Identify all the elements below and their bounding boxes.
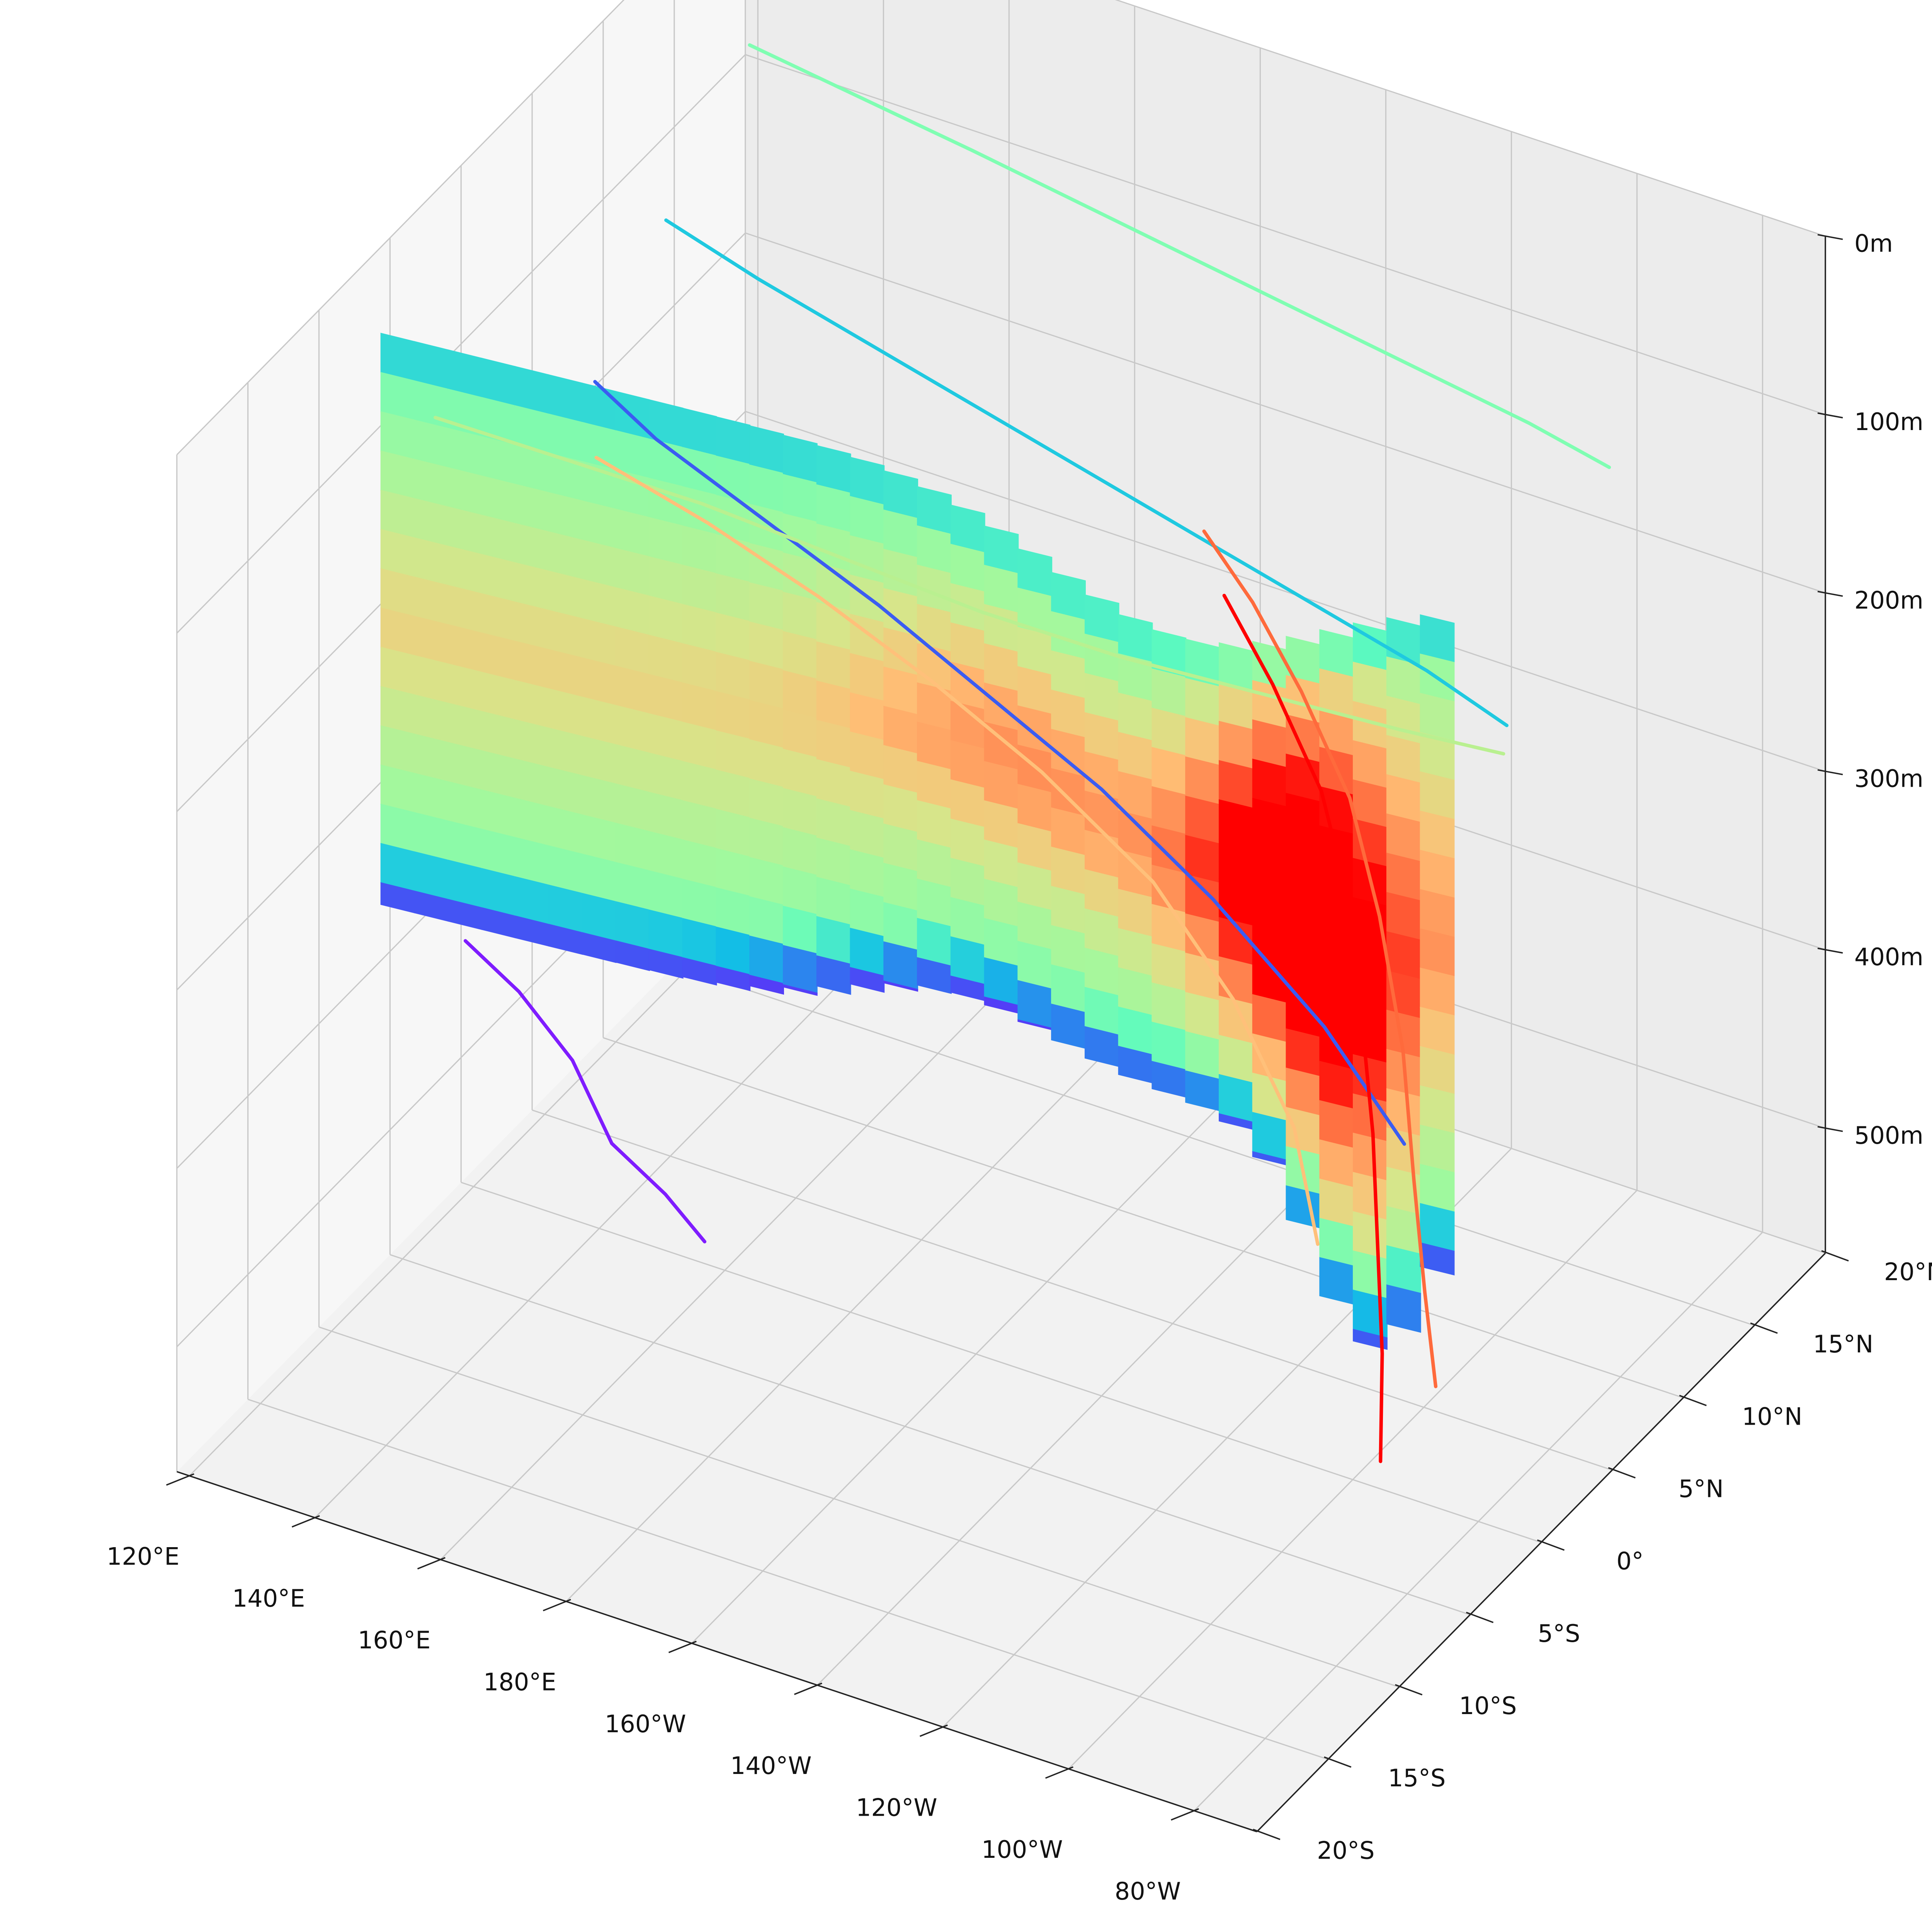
y-tick-label: 5°N bbox=[1679, 1475, 1724, 1503]
y-tick-label: 15°S bbox=[1388, 1764, 1446, 1792]
float-track-6 bbox=[1202, 529, 1438, 1388]
y-tick-label: 20°N bbox=[1884, 1258, 1932, 1286]
x-tick bbox=[1045, 1766, 1074, 1779]
x-tick-label: 180°E bbox=[483, 1668, 556, 1696]
y-tick bbox=[1608, 1467, 1636, 1479]
x-tick bbox=[543, 1599, 571, 1612]
y-tick bbox=[1537, 1539, 1565, 1551]
x-tick-label: 100°W bbox=[981, 1835, 1063, 1864]
y-tick bbox=[1253, 1828, 1281, 1840]
surface-cell bbox=[682, 957, 717, 986]
float-track-5 bbox=[594, 456, 1320, 1246]
y-tick-label: 20°S bbox=[1317, 1836, 1374, 1864]
y-grid-floor bbox=[389, 1254, 1471, 1616]
y-tick bbox=[1750, 1322, 1778, 1334]
z-grid-left bbox=[176, 54, 746, 634]
y-grid-floor bbox=[461, 1182, 1541, 1543]
y-tick bbox=[1395, 1684, 1423, 1696]
x-tick-label: 120°E bbox=[107, 1542, 180, 1570]
y-tick-label: 10°S bbox=[1459, 1692, 1517, 1720]
float-track-0 bbox=[463, 939, 707, 1243]
y-tick bbox=[1679, 1395, 1707, 1406]
surface-cell bbox=[1051, 1003, 1086, 1049]
z-grid-back bbox=[745, 411, 1826, 772]
z-tick bbox=[1817, 769, 1843, 776]
x-tick-label: 160°E bbox=[358, 1626, 431, 1654]
surface-cell bbox=[1386, 1284, 1421, 1333]
float-track-4 bbox=[434, 416, 1505, 756]
x-tick-label: 160°W bbox=[605, 1710, 686, 1738]
surface-cell bbox=[1353, 1329, 1388, 1350]
z-tick-label: 400m bbox=[1854, 943, 1923, 971]
surface-cell bbox=[883, 980, 918, 992]
z-tick-label: 200m bbox=[1854, 586, 1923, 614]
y-grid-floor bbox=[318, 1326, 1400, 1688]
z-tick bbox=[1817, 1126, 1843, 1132]
z-tick bbox=[1817, 412, 1843, 418]
z-tick-label: 300m bbox=[1854, 764, 1923, 793]
y-tick bbox=[1466, 1612, 1494, 1623]
float-track-surface bbox=[380, 333, 1455, 1350]
tick-labels: 120°E 140°E 160°E 180°E 160°W 140°W 120°W 100°W… bbox=[107, 229, 1932, 1905]
y-tick-label: 5°S bbox=[1538, 1619, 1580, 1648]
surface-cell bbox=[749, 975, 784, 995]
float-track-1 bbox=[593, 380, 1406, 1146]
surface-cell bbox=[648, 949, 684, 979]
z-tick-label: 100m bbox=[1854, 408, 1923, 436]
x-tick bbox=[166, 1473, 194, 1486]
surface-cell bbox=[615, 940, 650, 971]
surface-cell bbox=[816, 955, 851, 995]
z-tick bbox=[1817, 234, 1843, 240]
x-axis-line bbox=[177, 1471, 1257, 1833]
x-tick bbox=[1171, 1808, 1199, 1821]
z-grid-back bbox=[1114, 0, 1826, 237]
x-tick-label: 140°E bbox=[232, 1584, 305, 1612]
y-grid-floor bbox=[532, 1109, 1612, 1471]
x-tick bbox=[668, 1641, 697, 1653]
float-track-7 bbox=[1222, 594, 1384, 1463]
z-tick bbox=[1817, 947, 1843, 954]
surface-cell bbox=[716, 966, 751, 992]
z-tick bbox=[1817, 590, 1843, 597]
z-tick-label: 0m bbox=[1854, 229, 1893, 257]
x-tick bbox=[794, 1682, 822, 1695]
y-grid-floor bbox=[603, 1037, 1684, 1398]
surface-cell bbox=[850, 967, 885, 993]
z-grid-back bbox=[745, 54, 1826, 415]
z-grid-back bbox=[745, 232, 1826, 594]
x-tick bbox=[417, 1557, 446, 1570]
z-grid-left bbox=[176, 0, 625, 456]
axis-lines bbox=[166, 234, 1849, 1840]
x-tick bbox=[291, 1515, 320, 1528]
y-axis-line bbox=[1256, 1252, 1826, 1832]
y-tick-label: 10°N bbox=[1742, 1402, 1802, 1430]
surface-cell bbox=[1319, 1257, 1354, 1305]
x-tick bbox=[919, 1724, 948, 1737]
y-grid-floor bbox=[248, 1398, 1328, 1760]
x-tick-label: 140°W bbox=[730, 1752, 812, 1780]
surface-cell bbox=[783, 984, 818, 996]
y-tick-label: 0° bbox=[1616, 1547, 1643, 1575]
x-tick-label: 120°W bbox=[856, 1794, 937, 1822]
y-tick-label: 15°N bbox=[1813, 1330, 1873, 1358]
x-tick-label: 80°W bbox=[1115, 1877, 1181, 1905]
z-tick-label: 500m bbox=[1854, 1121, 1923, 1150]
y-tick bbox=[1821, 1250, 1849, 1262]
y-grid-floor bbox=[674, 964, 1755, 1326]
float-track-2 bbox=[664, 218, 1509, 727]
float-track-3 bbox=[748, 43, 1611, 469]
y-tick bbox=[1324, 1756, 1352, 1768]
float-track-series bbox=[434, 43, 1611, 1463]
surface-cell bbox=[917, 957, 952, 994]
